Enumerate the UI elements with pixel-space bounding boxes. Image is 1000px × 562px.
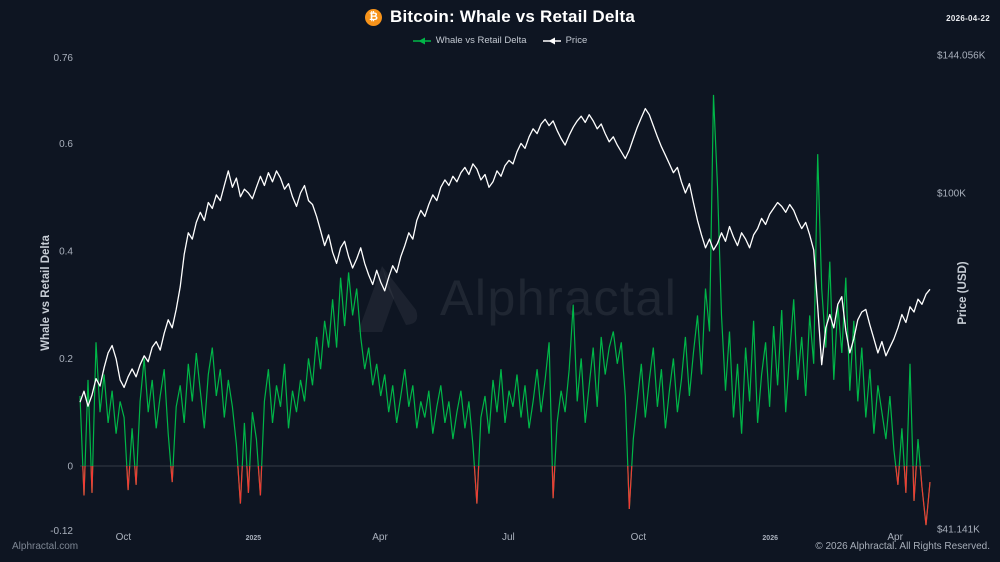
chart-header: ₿ Bitcoin: Whale vs Retail Delta [0,7,1000,27]
legend-item-delta[interactable]: Whale vs Retail Delta [412,35,527,46]
left-axis-tick: 0.76 [54,53,74,64]
legend-item-price[interactable]: Price [542,35,588,46]
x-axis-tick: 2026 [762,535,778,542]
footer-copyright: © 2026 Alphractal. All Rights Reserved. [815,541,990,552]
x-axis-tick: Oct [631,532,647,543]
delta-series-negative-line [82,465,931,526]
right-axis-tick: $100K [937,188,966,199]
x-axis-tick: 2025 [246,535,262,542]
right-axis-tick: $41.141K [937,524,980,535]
x-axis-tick: Apr [372,532,388,543]
left-axis-tick: 0.2 [59,354,73,365]
footer-site-label: Alphractal.com [12,541,79,552]
x-axis-tick: Jul [502,532,515,543]
page-title: Bitcoin: Whale vs Retail Delta [390,7,635,26]
x-axis-tick: Oct [116,532,132,543]
legend-label-delta: Whale vs Retail Delta [435,35,527,46]
left-axis-tick: 0.4 [59,246,73,257]
bitcoin-icon: ₿ [365,8,382,26]
delta-legend-marker-icon [412,37,431,44]
bitcoin-symbol: ₿ [369,11,378,23]
price-legend-marker-icon [542,37,561,44]
price-series-line [79,107,931,407]
right-axis-tick: $144.056K [937,50,986,61]
left-axis-tick: -0.12 [50,526,73,537]
delta-series-line [79,94,931,526]
legend: Whale vs Retail Delta Price [0,35,1000,46]
x-axis-tick: Apr [887,532,903,543]
legend-label-price: Price [565,35,588,46]
left-axis-tick: 0.6 [59,139,73,150]
left-axis-tick: 0 [67,461,73,472]
date-label: 2026-04-22 [946,14,990,23]
